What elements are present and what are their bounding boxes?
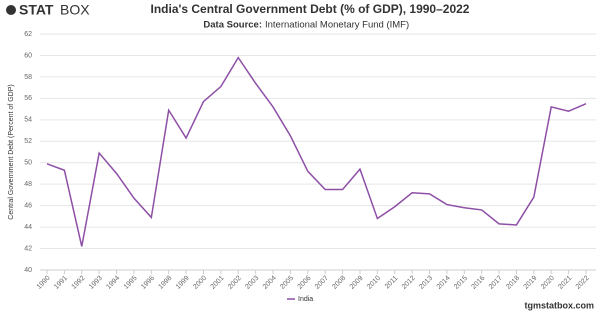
y-tick-label: 42 — [24, 245, 32, 252]
y-tick-label: 58 — [24, 74, 32, 81]
x-tick-label: 1990 — [36, 275, 52, 291]
y-tick-label: 40 — [24, 267, 32, 274]
x-tick-label: 2012 — [401, 275, 417, 291]
footer: tgmstatbox.com — [524, 300, 594, 310]
x-tick-label: 2006 — [297, 275, 313, 291]
x-tick-label: 2000 — [192, 275, 208, 291]
x-tick-label: 2017 — [488, 275, 504, 291]
y-tick-label: 52 — [24, 138, 32, 145]
x-tick-label: 2011 — [384, 275, 400, 291]
subtitle: International Monetary Fund (IMF) — [265, 20, 409, 31]
y-tick-label: 48 — [24, 181, 32, 188]
x-tick-label: 1995 — [123, 275, 139, 291]
x-tick-label: 2007 — [314, 275, 330, 291]
x-tick-label: 2016 — [470, 275, 486, 291]
y-tick-label: 60 — [24, 52, 32, 59]
logo-bold: STAT — [19, 2, 54, 18]
x-tick-label: 2004 — [262, 275, 278, 291]
x-tick-label: 2001 — [210, 275, 226, 291]
y-axis-label: Central Government Debt (Percent of GDP) — [8, 84, 15, 219]
y-tick-label: 56 — [24, 95, 32, 102]
y-tick-label: 54 — [24, 117, 32, 124]
x-tick-label: 1992 — [71, 275, 87, 291]
x-tick-label: 2014 — [436, 275, 452, 291]
y-tick-label: 50 — [24, 160, 32, 167]
logo-icon — [6, 5, 16, 15]
x-tick-label: 2013 — [418, 275, 434, 291]
x-tick-label: 2003 — [244, 275, 260, 291]
subtitle-label: Data Source: — [203, 20, 262, 31]
x-tick-label: 1996 — [140, 275, 156, 291]
logo-light: BOX — [60, 2, 90, 18]
x-tick-label: 2005 — [279, 275, 295, 291]
legend-label: India — [298, 296, 313, 303]
y-tick-label: 44 — [24, 224, 32, 231]
x-tick-label: 2022 — [575, 275, 591, 291]
logo: STAT BOX — [6, 2, 90, 18]
x-tick-label: 1998 — [157, 275, 173, 291]
x-tick-label: 2008 — [331, 275, 347, 291]
x-tick-label: 1999 — [175, 275, 191, 291]
x-tick-label: 1991 — [53, 275, 69, 291]
y-tick-label: 62 — [24, 31, 32, 38]
x-tick-label: 2019 — [523, 275, 539, 291]
x-tick-label: 2015 — [453, 275, 469, 291]
x-tick-label: 2020 — [540, 275, 556, 291]
y-tick-label: 46 — [24, 202, 32, 209]
x-tick-label: 1994 — [105, 275, 121, 291]
x-tick-label: 2009 — [349, 275, 365, 291]
x-tick-label: 2002 — [227, 275, 243, 291]
chart-title: India's Central Government Debt (% of GD… — [151, 2, 470, 16]
x-tick-label: 2021 — [557, 275, 573, 291]
x-tick-label: 2010 — [366, 275, 382, 291]
line — [46, 56, 587, 247]
x-tick-label: 1993 — [88, 275, 104, 291]
x-tick-label: 2018 — [505, 275, 521, 291]
